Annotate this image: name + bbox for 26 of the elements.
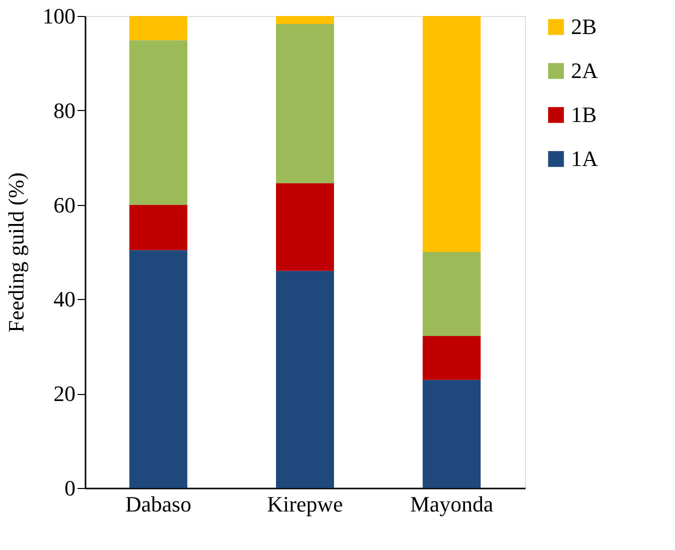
legend-label: 2A (571, 58, 598, 83)
legend-label: 1B (571, 102, 597, 127)
y-axis-title: Feeding guild (%) (4, 172, 28, 333)
y-tick-label: 20 (54, 381, 76, 406)
x-tick-label: Dabaso (125, 492, 192, 516)
bar (422, 16, 481, 252)
x-tick-label: Kirepwe (267, 492, 343, 516)
y-tick-label: 0 (64, 476, 76, 500)
x-tick-label: Mayonda (410, 492, 494, 516)
y-tick-label: 100 (42, 4, 76, 28)
y-tick-label: 40 (54, 286, 76, 312)
bar (129, 16, 188, 40)
legend-label: 1A (571, 146, 598, 171)
bar (422, 252, 481, 336)
bar (129, 250, 188, 488)
bar (129, 40, 188, 205)
bar (129, 204, 188, 250)
bar (422, 380, 481, 488)
y-tick-label: 80 (54, 98, 76, 123)
bar (276, 270, 334, 488)
bar (422, 336, 481, 380)
bar (276, 24, 334, 184)
y-tick-label: 60 (54, 192, 76, 218)
legend-label: 2B (571, 14, 597, 39)
bar (276, 183, 334, 271)
bar (276, 16, 334, 24)
